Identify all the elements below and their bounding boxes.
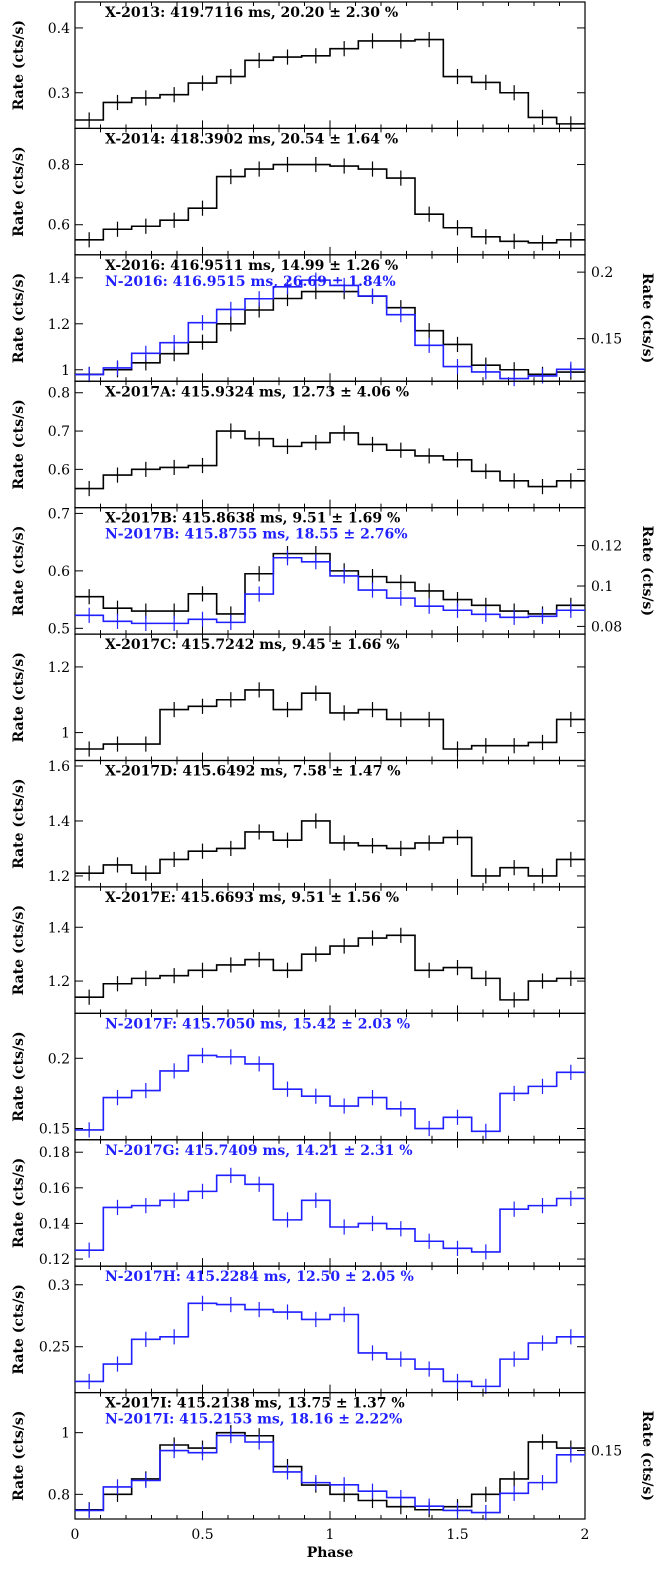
x-tick-label: 0.5 bbox=[191, 1527, 213, 1543]
y-tick-label: 0.3 bbox=[48, 86, 70, 102]
left-axis-label: Rate (cts/s) bbox=[11, 1411, 27, 1501]
panel-annotation: X-2017C: 415.7242 ms, 9.45 ± 1.66 % bbox=[105, 637, 400, 653]
left-axis-label: Rate (cts/s) bbox=[11, 1158, 27, 1248]
y2-tick-label: 0.1 bbox=[591, 579, 613, 595]
left-axis-label: Rate (cts/s) bbox=[11, 526, 27, 616]
series-step-line bbox=[75, 430, 585, 490]
panel-annotation: N-2017G: 415.7409 ms, 14.21 ± 2.31 % bbox=[105, 1143, 413, 1159]
series-step-line bbox=[75, 1054, 585, 1133]
panel-annotation: X-2017A: 415.9324 ms, 12.73 ± 4.06 % bbox=[105, 384, 409, 400]
y2-tick-label: 0.15 bbox=[591, 332, 622, 348]
y-tick-label: 0.5 bbox=[48, 621, 70, 637]
y-tick-label: 1.2 bbox=[48, 869, 70, 885]
y2-tick-label: 0.2 bbox=[591, 265, 613, 281]
y-tick-label: 0.14 bbox=[39, 1216, 70, 1232]
y-tick-label: 0.25 bbox=[39, 1340, 70, 1356]
panel-annotation: N-2017B: 415.8755 ms, 18.55 ± 2.76% bbox=[105, 527, 408, 543]
y-tick-label: 0.8 bbox=[48, 158, 70, 174]
series-step-line bbox=[75, 290, 585, 376]
y-tick-label: 1.4 bbox=[48, 814, 70, 830]
series-step-line bbox=[75, 1434, 585, 1514]
panel-annotation: X-2017I: 415.2138 ms, 13.75 ± 1.37 % bbox=[105, 1396, 405, 1412]
panel-annotation: X-2016: 416.9511 ms, 14.99 ± 1.26 % bbox=[105, 258, 398, 274]
x-axis-label: Phase bbox=[307, 1545, 354, 1561]
y-tick-label: 1.6 bbox=[48, 759, 70, 775]
y2-tick-label: 0.12 bbox=[591, 539, 622, 555]
y-tick-label: 1.4 bbox=[48, 271, 70, 287]
panel-annotation: N-2017H: 415.2284 ms, 12.50 ± 2.05 % bbox=[105, 1269, 414, 1285]
y-tick-label: 0.7 bbox=[48, 506, 70, 522]
x-tick-label: 0 bbox=[71, 1527, 80, 1543]
left-axis-label: Rate (cts/s) bbox=[11, 146, 27, 236]
y-tick-label: 0.16 bbox=[39, 1181, 70, 1197]
y-tick-label: 0.4 bbox=[48, 21, 70, 37]
panel-annotation: X-2017B: 415.8638 ms, 9.51 ± 1.69 % bbox=[105, 511, 400, 527]
y-tick-label: 1 bbox=[61, 1426, 70, 1442]
y-tick-label: 0.6 bbox=[48, 564, 70, 580]
panel-annotation: N-2017F: 415.7050 ms, 15.42 ± 2.03 % bbox=[105, 1016, 410, 1032]
panel-annotation: X-2013: 419.7116 ms, 20.20 ± 2.30 % bbox=[105, 5, 398, 21]
left-axis-label: Rate (cts/s) bbox=[11, 779, 27, 869]
series-step-line bbox=[75, 1174, 585, 1253]
series-step-line bbox=[75, 38, 585, 125]
right-axis-label: Rate (cts/s) bbox=[639, 1411, 655, 1501]
y-tick-label: 0.6 bbox=[48, 462, 70, 478]
series-step-line bbox=[75, 1431, 585, 1511]
series-step-line bbox=[75, 934, 585, 1001]
y-tick-label: 0.7 bbox=[48, 424, 70, 440]
y-tick-label: 0.15 bbox=[39, 1122, 70, 1138]
left-axis-label: Rate (cts/s) bbox=[11, 1284, 27, 1374]
panel-annotation: X-2014: 418.3902 ms, 20.54 ± 1.64 % bbox=[105, 131, 398, 147]
y-tick-label: 1.2 bbox=[48, 974, 70, 990]
y-tick-label: 0.8 bbox=[48, 386, 70, 402]
panel-annotation: N-2016: 416.9515 ms, 26.69 ± 1.84% bbox=[105, 274, 396, 290]
y-tick-label: 0.2 bbox=[48, 1051, 70, 1067]
left-axis-label: Rate (cts/s) bbox=[11, 273, 27, 363]
x-tick-label: 1 bbox=[326, 1527, 335, 1543]
series-step-line bbox=[75, 163, 585, 244]
x-tick-label: 2 bbox=[581, 1527, 590, 1543]
y-tick-label: 1 bbox=[61, 726, 70, 742]
panel-annotation: X-2017D: 415.6492 ms, 7.58 ± 1.47 % bbox=[105, 764, 401, 780]
y-tick-label: 1.4 bbox=[48, 920, 70, 936]
left-axis-label: Rate (cts/s) bbox=[11, 20, 27, 110]
left-axis-label: Rate (cts/s) bbox=[11, 652, 27, 742]
x-tick-label: 1.5 bbox=[446, 1527, 468, 1543]
panel-annotation: N-2017I: 415.2153 ms, 18.16 ± 2.22% bbox=[105, 1412, 402, 1428]
y-tick-label: 0.18 bbox=[39, 1145, 70, 1161]
y-tick-label: 0.8 bbox=[48, 1487, 70, 1503]
panel-annotation: X-2017E: 415.6693 ms, 9.51 ± 1.56 % bbox=[105, 890, 399, 906]
series-step-line bbox=[75, 279, 585, 380]
y2-tick-label: 0.08 bbox=[591, 619, 622, 635]
y-tick-label: 1.2 bbox=[48, 660, 70, 676]
y-tick-label: 0.6 bbox=[48, 218, 70, 234]
series-step-line bbox=[75, 1302, 585, 1388]
series-step-line bbox=[75, 556, 585, 625]
right-axis-label: Rate (cts/s) bbox=[639, 526, 655, 616]
y-tick-label: 0.12 bbox=[39, 1252, 70, 1268]
series-step-line bbox=[75, 689, 585, 750]
left-axis-label: Rate (cts/s) bbox=[11, 399, 27, 489]
left-axis-label: Rate (cts/s) bbox=[11, 905, 27, 995]
left-axis-label: Rate (cts/s) bbox=[11, 1031, 27, 1121]
right-axis-label: Rate (cts/s) bbox=[639, 273, 655, 363]
y2-tick-label: 0.15 bbox=[591, 1444, 622, 1460]
y-tick-label: 1 bbox=[61, 363, 70, 379]
y-tick-label: 1.2 bbox=[48, 317, 70, 333]
y-tick-label: 0.3 bbox=[48, 1278, 70, 1294]
series-step-line bbox=[75, 820, 585, 877]
